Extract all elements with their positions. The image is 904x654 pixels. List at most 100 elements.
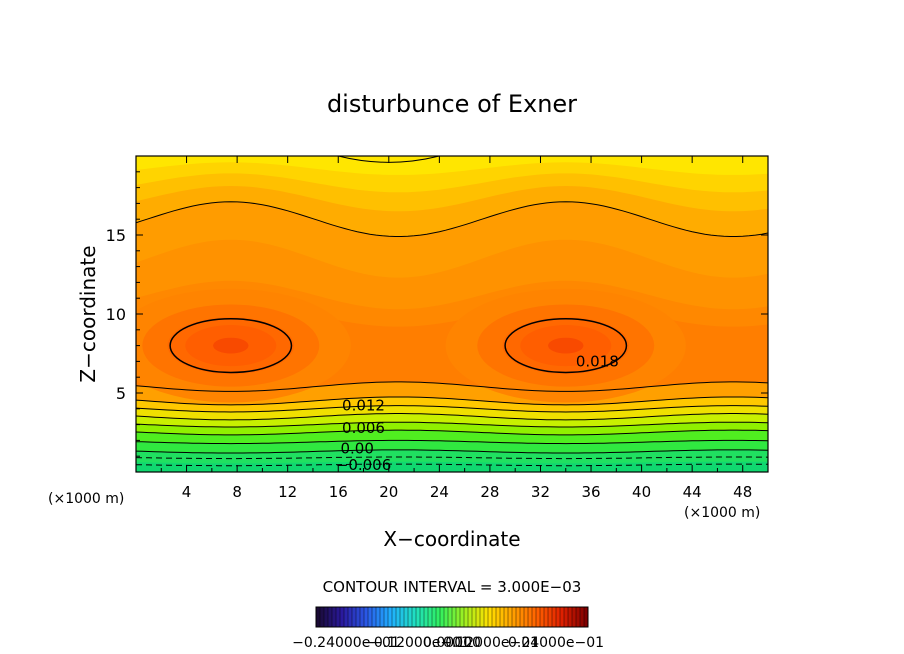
colorbar-swatch-12 — [364, 607, 368, 627]
colorbar-swatch-57 — [544, 607, 548, 627]
colorbar-swatch-27 — [424, 607, 428, 627]
colorbar-swatch-53 — [528, 607, 532, 627]
colorbar-swatch-38 — [468, 607, 472, 627]
colorbar — [315, 607, 588, 627]
colorbar-swatch-37 — [464, 607, 468, 627]
colorbar-swatch-11 — [360, 607, 364, 627]
contour-line-1 — [136, 381, 768, 392]
contour-loop-0 — [169, 317, 293, 374]
colorbar-swatch-49 — [512, 607, 516, 627]
colorbar-swatch-58 — [548, 607, 552, 627]
colorbar-swatch-6 — [340, 607, 344, 627]
colorbar-swatch-2 — [324, 607, 328, 627]
contour-band-16 — [136, 461, 768, 472]
y-axis-ticks: 5 10 15 — [106, 171, 768, 457]
contour-label-2: 0.006 — [342, 419, 385, 437]
colorbar-swatch-39 — [472, 607, 476, 627]
colorbar-swatch-24 — [412, 607, 416, 627]
contour-line-3 — [136, 405, 768, 413]
maximum-0-ring-4 — [213, 337, 249, 354]
y-tick-label-5: 5 — [116, 384, 126, 403]
colorbar-swatch-30 — [436, 607, 440, 627]
contour-line-4 — [136, 413, 768, 421]
colorbar-swatch-47 — [504, 607, 508, 627]
colorbar-swatch-5 — [336, 607, 340, 627]
colorbar-swatch-62 — [564, 607, 568, 627]
colorbar-swatch-10 — [356, 607, 360, 627]
colorbar-swatch-31 — [440, 607, 444, 627]
colorbar-swatch-33 — [448, 607, 452, 627]
colorbar-frame — [315, 606, 589, 628]
colorbar-swatch-36 — [460, 607, 464, 627]
x-axis-ticks: 4 8 12 16 20 24 28 32 36 40 44 48 — [160, 156, 752, 501]
contour-maxima-fill — [136, 288, 686, 403]
chart-title: disturbunce of Exner — [327, 90, 577, 118]
colorbar-swatch-61 — [560, 607, 564, 627]
contour-line-6 — [136, 429, 768, 436]
colorbar-swatch-9 — [352, 607, 356, 627]
colorbar-swatch-17 — [384, 607, 388, 627]
contour-label-3: 0.00 — [340, 439, 373, 457]
colorbar-label-2: 0.00000 — [423, 635, 481, 651]
maximum-1-ring-4 — [548, 337, 584, 354]
x-tick-label-12: 12 — [278, 483, 297, 501]
x-axis-label: X−coordinate — [383, 527, 520, 551]
colorbar-swatch-44 — [492, 607, 496, 627]
x-tick-label-40: 40 — [632, 483, 651, 501]
x-tick-label-32: 32 — [531, 483, 550, 501]
colorbar-swatch-23 — [408, 607, 412, 627]
colorbar-swatch-66 — [580, 607, 584, 627]
x-tick-label-16: 16 — [329, 483, 348, 501]
colorbar-swatch-55 — [536, 607, 540, 627]
colorbar-swatch-13 — [368, 607, 372, 627]
contour-loop-1 — [504, 317, 628, 374]
x-tick-label-28: 28 — [480, 483, 499, 501]
colorbar-swatch-52 — [524, 607, 528, 627]
colorbar-swatch-1 — [320, 607, 324, 627]
colorbar-swatch-3 — [328, 607, 332, 627]
colorbar-swatch-54 — [532, 607, 536, 627]
x-tick-label-48: 48 — [733, 483, 752, 501]
x-tick-label-44: 44 — [683, 483, 702, 501]
contour-label-1: 0.012 — [342, 397, 385, 415]
colorbar-swatch-8 — [348, 607, 352, 627]
colorbar-swatch-16 — [380, 607, 384, 627]
x-tick-label-4: 4 — [182, 483, 192, 501]
colorbar-swatch-65 — [576, 607, 580, 627]
colorbar-swatch-59 — [552, 607, 556, 627]
y-tick-label-15: 15 — [106, 226, 126, 245]
colorbar-swatch-50 — [516, 607, 520, 627]
colorbar-swatch-26 — [420, 607, 424, 627]
colorbar-swatch-18 — [388, 607, 392, 627]
colorbar-swatch-34 — [452, 607, 456, 627]
colorbar-label-1: −0.12000e−01 — [362, 635, 470, 651]
contour-line-0 — [136, 201, 768, 237]
contour-line-7 — [136, 439, 768, 445]
x-tick-label-20: 20 — [379, 483, 398, 501]
colorbar-swatch-28 — [428, 607, 432, 627]
colorbar-swatch-41 — [480, 607, 484, 627]
colorbar-swatch-40 — [476, 607, 480, 627]
contour-lines — [136, 156, 768, 467]
colorbar-swatch-21 — [400, 607, 404, 627]
colorbar-swatch-43 — [488, 607, 492, 627]
colorbar-swatch-15 — [376, 607, 380, 627]
contour-label-0: 0.018 — [576, 352, 619, 370]
colorbar-swatch-51 — [520, 607, 524, 627]
contour-line-5 — [136, 421, 768, 428]
colorbar-swatch-4 — [332, 607, 336, 627]
x-tick-label-36: 36 — [581, 483, 600, 501]
colorbar-labels: −0.24000e−01−0.12000e−010.000000.12000e−… — [292, 635, 604, 651]
contour-line-8 — [136, 449, 768, 454]
contour-interval-text: CONTOUR INTERVAL = 3.000E−03 — [323, 578, 582, 596]
colorbar-swatch-35 — [456, 607, 460, 627]
colorbar-swatch-7 — [344, 607, 348, 627]
colorbar-swatch-0 — [316, 607, 320, 627]
colorbar-swatch-60 — [556, 607, 560, 627]
contour-line-10 — [136, 463, 768, 467]
colorbar-swatch-29 — [432, 607, 436, 627]
x-tick-label-24: 24 — [430, 483, 449, 501]
colorbar-swatch-25 — [416, 607, 420, 627]
colorbar-swatch-32 — [444, 607, 448, 627]
